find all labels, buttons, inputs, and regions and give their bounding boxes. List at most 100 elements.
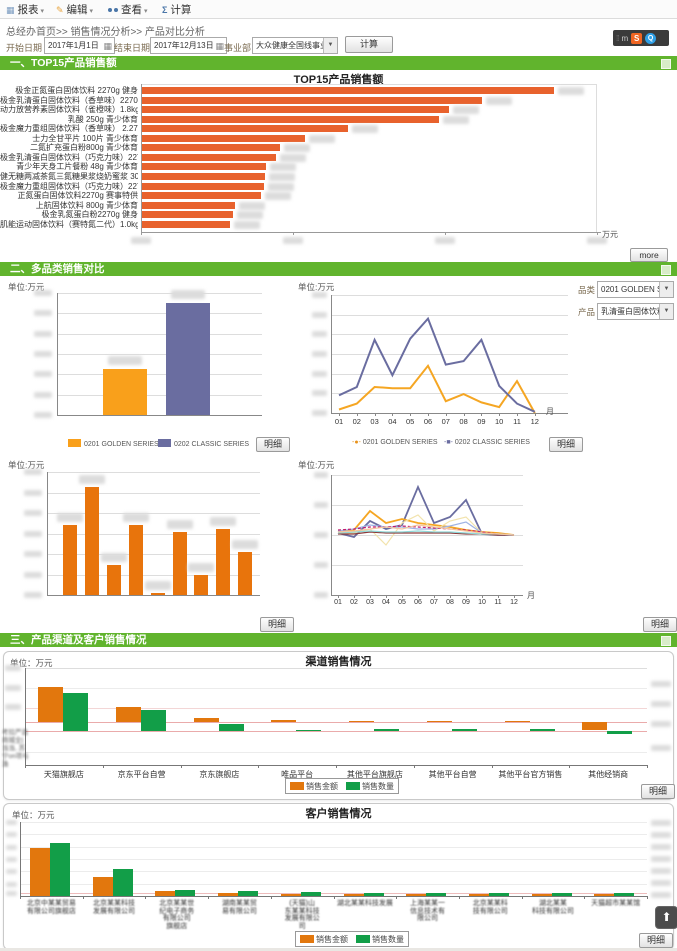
blurred-label [314, 532, 328, 538]
grid-line [47, 492, 260, 494]
detail-button[interactable]: 明细 [260, 617, 294, 632]
bar [84, 486, 99, 595]
section-header-channel-customer-label: 三、产品渠道及客户销售情况 [10, 634, 147, 646]
grid-line [331, 413, 568, 414]
unit-label: 单位:万元 [298, 460, 335, 470]
blurred-label [312, 311, 327, 318]
product-dropdown[interactable]: 乳清蛋白固体饮料|乳清蛋 ▼ [597, 303, 674, 320]
customer-chart-title: 客户销售情况 [305, 808, 372, 820]
top15-category-label: 健无糖两减茶氮三氮糖果浆烧奶蜜浆 300粒 健身 [0, 171, 138, 181]
x-tick-label: 08 [459, 417, 468, 426]
calendar-icon[interactable]: ▦ [103, 41, 112, 51]
top15-category-label: 极金魔力重组固体饮料（巧克力味）2270g 健身 [0, 181, 138, 191]
blurred-label [264, 192, 291, 201]
bar [172, 532, 187, 595]
messenger-icon[interactable]: Q [645, 32, 657, 44]
x-tick-label: 09 [462, 599, 470, 606]
x-tick-label: 07 [441, 417, 450, 426]
menu-report[interactable]: ▦ 报表 ▾ [6, 2, 44, 17]
x-tick-label: 01 [334, 417, 344, 426]
bar [106, 565, 121, 595]
chevron-down-icon: ▾ [144, 8, 148, 15]
collapse-icon[interactable] [661, 636, 671, 646]
data-line [338, 514, 515, 546]
blurred-label [283, 237, 303, 244]
blurred-label [279, 153, 306, 162]
grid-line [428, 413, 429, 416]
grid-line [418, 595, 419, 598]
top15-chart-title: TOP15产品销售额 [293, 74, 384, 86]
detail-button[interactable]: 明细 [549, 437, 583, 452]
blurred-label [442, 115, 469, 124]
chevron-down-icon: ▼ [659, 282, 673, 297]
bar [142, 153, 276, 161]
binoculars-icon [108, 8, 112, 13]
detail-button[interactable]: 明细 [643, 617, 677, 632]
blurred-label [188, 563, 215, 573]
collapse-icon[interactable] [661, 265, 671, 275]
blurred-label [268, 172, 295, 181]
legend-golden-line: -●- 0201 GOLDEN SERIES [352, 439, 438, 446]
legend-swatch [300, 934, 314, 943]
top15-category-label: 青少年天身工片餐粉 48g 青少体育 [16, 162, 138, 172]
bar [238, 551, 253, 595]
grid-line [331, 373, 568, 375]
grid-line [410, 413, 412, 416]
more-button[interactable]: more [630, 248, 668, 262]
grid-line [534, 413, 536, 416]
grid-line [331, 295, 568, 296]
blurred-label [24, 571, 42, 578]
blurred-label [238, 201, 265, 210]
grid-line [339, 413, 340, 416]
legend-label: 0202 CLASSIC SERIES [174, 441, 250, 448]
menu-report-label: 报表 [17, 4, 39, 16]
legend-swatch [356, 934, 370, 943]
product-dropdown-value: 乳清蛋白固体饮料|乳清蛋 [601, 307, 659, 316]
unit-label: 单位:万元 [8, 282, 45, 292]
business-unit-select[interactable]: 大众健康全国线事业 ▼ [252, 37, 338, 54]
menu-calculate[interactable]: Σ 计算 [162, 2, 191, 17]
blurred-label [131, 237, 151, 244]
blurred-label [210, 516, 237, 526]
business-unit-value: 大众健康全国线事业 [256, 41, 324, 50]
data-line [338, 531, 514, 536]
category-dropdown[interactable]: 0201 GOLDEN SERIES|0 ▼ [597, 281, 674, 298]
detail-button[interactable]: 明细 [639, 933, 673, 948]
top15-category-label: 乳酸 250g 青少体育 [67, 114, 138, 124]
breadcrumb: 总经办首页>> 销售情况分析>> 产品对比分析 [6, 27, 205, 38]
line-chart-svg [338, 316, 536, 414]
legend-label: 0201 GOLDEN SERIES [84, 441, 159, 448]
legend-amount: 销售金额 [290, 781, 338, 792]
x-tick-label: 06 [423, 417, 433, 426]
grid-line [445, 232, 446, 235]
legend-qty: 销售数量 [346, 781, 394, 792]
end-date-input[interactable]: 2017年12月13日 ▦ [150, 37, 227, 54]
calendar-icon[interactable]: ▦ [215, 41, 224, 51]
blurred-label [166, 520, 193, 530]
detail-button[interactable]: 明细 [256, 437, 290, 452]
grid-line [514, 595, 515, 598]
grid-line [57, 293, 58, 415]
blurred-label [24, 592, 42, 598]
drag-handle-icon[interactable]: ⁞⁞ [616, 33, 620, 43]
blurred-label [267, 182, 294, 191]
bar [103, 368, 147, 415]
back-to-top-button[interactable]: ⬆ [655, 906, 677, 929]
calc-button[interactable]: 计算 [345, 36, 393, 53]
menu-edit[interactable]: ✎ 编辑 ▾ [56, 2, 93, 17]
grid-line [597, 232, 598, 235]
collapse-icon[interactable] [661, 59, 671, 69]
top15-category-label: 极金正氮蛋白固体饮料 2270g 健身 [15, 86, 138, 95]
blurred-label [435, 237, 455, 244]
share-widget[interactable]: ⁞⁞ m S Q [613, 30, 669, 46]
chevron-down-icon: ▾ [40, 8, 45, 15]
blurred-label [233, 220, 260, 229]
end-date-label: 结束日期 [114, 43, 151, 53]
blurred-label [312, 351, 327, 357]
chevron-down-icon: ▾ [89, 8, 94, 15]
start-date-input[interactable]: 2017年1月1日 ▦ [44, 37, 115, 54]
x-tick-label: 02 [350, 599, 358, 606]
menu-view[interactable]: 查看 ▾ [108, 2, 148, 17]
share-icon[interactable]: S [631, 32, 643, 44]
detail-button[interactable]: 明细 [641, 784, 675, 799]
